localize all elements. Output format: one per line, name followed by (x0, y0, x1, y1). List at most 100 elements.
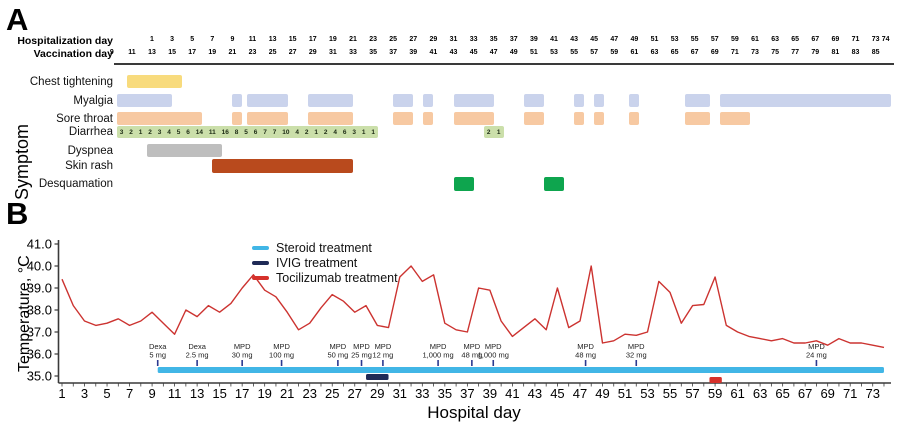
treatment-annotation-drug: Dexa (149, 342, 167, 351)
symptom-bar (523, 94, 544, 107)
day-tick-vaccination: 85 (871, 49, 880, 56)
treatment-bar-tocilizumab (709, 377, 722, 383)
day-tick-vaccination: 43 (449, 49, 458, 56)
x-tick-label: 41 (505, 386, 519, 401)
day-tick-vaccination: 35 (369, 49, 377, 56)
symptom-bar (594, 94, 605, 107)
x-tick-label: 27 (348, 386, 362, 401)
legend-item-steroid: Steroid treatment (252, 240, 398, 255)
symptom-bar (146, 144, 223, 157)
treatment-annotation-tick (437, 360, 439, 366)
diarrhea-count: 4 (295, 128, 299, 136)
symptom-label-myalgia: Myalgia (73, 94, 113, 107)
diarrhea-count: 3 (352, 128, 356, 136)
x-tick-label: 39 (483, 386, 497, 401)
x-tick-label: 13 (190, 386, 204, 401)
symptom-bar (247, 94, 288, 107)
x-tick-label: 29 (370, 386, 384, 401)
day-tick-vaccination: 41 (429, 49, 438, 56)
legend-label: Steroid treatment (276, 240, 372, 255)
day-tick-vaccination: 39 (409, 49, 418, 56)
treatment-annotation-dose: 25 mg (351, 351, 372, 360)
vaccination-day-ticks: 9 11 13 15 17 19 21 23 25 27 29 31 33 35 37 39 41 43 45 47 4… (0, 49, 900, 59)
day-tick-hospitalization: 71 (851, 36, 860, 43)
day-tick-vaccination: 81 (831, 49, 840, 56)
symptom-bar (629, 94, 640, 107)
day-tick-hospitalization: 1 (150, 36, 154, 43)
x-tick-label: 73 (865, 386, 879, 401)
x-tick-label: 45 (550, 386, 564, 401)
symptom-bar (126, 75, 183, 88)
symptom-bar (719, 112, 750, 125)
treatment-annotation-dose: 30 mg (232, 351, 253, 360)
day-tick-hospitalization: 27 (409, 36, 418, 43)
treatment-annotation-drug: MPD (430, 342, 447, 351)
day-tick-hospitalization: 61 (751, 36, 759, 43)
day-tick-hospitalization: 51 (650, 36, 659, 43)
temperature-line (61, 265, 885, 349)
diarrhea-count: 14 (195, 128, 203, 136)
diarrhea-count: 6 (253, 128, 258, 136)
x-tick-label: 9 (148, 386, 155, 401)
y-tick-label: 41.0 (27, 237, 52, 252)
x-tick-label: 61 (730, 386, 744, 401)
treatment-annotation-dose: 1,000 mg (478, 351, 509, 360)
day-tick-vaccination: 23 (248, 49, 257, 56)
treatment-annotation-dose: 5 mg (149, 351, 166, 360)
day-tick-vaccination: 47 (489, 49, 498, 56)
symptom-label-chest-tightening: Chest tightening (29, 75, 113, 88)
x-tick-label: 19 (257, 386, 271, 401)
treatment-annotation-dose: 1,000 mg (422, 351, 453, 360)
day-tick-vaccination: 83 (851, 49, 860, 56)
diarrhea-count: 5 (176, 128, 181, 136)
x-tick-label: 35 (438, 386, 452, 401)
day-tick-hospitalization: 29 (429, 36, 438, 43)
treatment-annotation-drug: MPD (808, 342, 825, 351)
vaccination-day-label: Vaccination day (33, 48, 113, 60)
symptom-bar (247, 112, 288, 125)
x-tick-label: 57 (685, 386, 699, 401)
hospitalization-day-ticks: 1 3 5 7 9 11 13 15 17 19 21 23 25 27 29 31 33 35 37 39 41 43 4… (0, 36, 900, 46)
treatment-annotation-tick (815, 360, 818, 366)
symptom-bar (116, 94, 173, 107)
day-tick-vaccination: 79 (811, 49, 820, 56)
day-tick-vaccination: 67 (690, 49, 699, 56)
diarrhea-count: 3 (157, 128, 162, 136)
day-tick-hospitalization: 74 (881, 36, 890, 43)
symptom-bar (574, 112, 585, 125)
treatment-annotation-drug: MPD (273, 342, 290, 351)
x-tick-label: 69 (820, 386, 834, 401)
day-tick-hospitalization: 47 (610, 36, 619, 43)
diarrhea-count: 1 (496, 128, 501, 136)
treatment-annotation-tick (635, 360, 638, 366)
day-tick-vaccination: 51 (529, 49, 538, 56)
day-tick-hospitalization: 31 (449, 36, 458, 43)
diarrhea-count: 16 (221, 128, 229, 136)
symptom-bar (453, 94, 494, 107)
day-tick-vaccination: 17 (188, 49, 197, 56)
x-tick-label: 15 (212, 386, 226, 401)
day-tick-vaccination: 63 (650, 49, 659, 56)
symptom-bar (594, 112, 605, 125)
symptom-bar (423, 112, 434, 125)
day-tick-hospitalization: 53 (670, 36, 679, 43)
treatment-annotation-tick (492, 360, 495, 366)
day-tick-hospitalization: 7 (210, 36, 215, 43)
diarrhea-count: 1 (371, 128, 375, 136)
day-tick-vaccination: 69 (710, 49, 719, 56)
day-tick-vaccination: 9 (109, 49, 114, 56)
treatment-annotation-tick (196, 360, 198, 366)
tocilizumab-treatment-swatch (252, 275, 269, 280)
day-tick-hospitalization: 67 (811, 36, 820, 43)
day-tick-vaccination: 37 (389, 49, 398, 56)
day-tick-vaccination: 21 (228, 49, 237, 56)
diarrhea-count: 2 (486, 128, 491, 136)
panel-b-x-axis-label: Hospital day (427, 403, 521, 422)
diarrhea-count: 8 (234, 128, 239, 136)
symptom-bar (453, 177, 474, 191)
symptom-bar (116, 112, 203, 125)
x-tick-label: 23 (302, 386, 316, 401)
x-tick-label: 25 (325, 386, 339, 401)
x-tick-label: 3 (81, 386, 88, 401)
